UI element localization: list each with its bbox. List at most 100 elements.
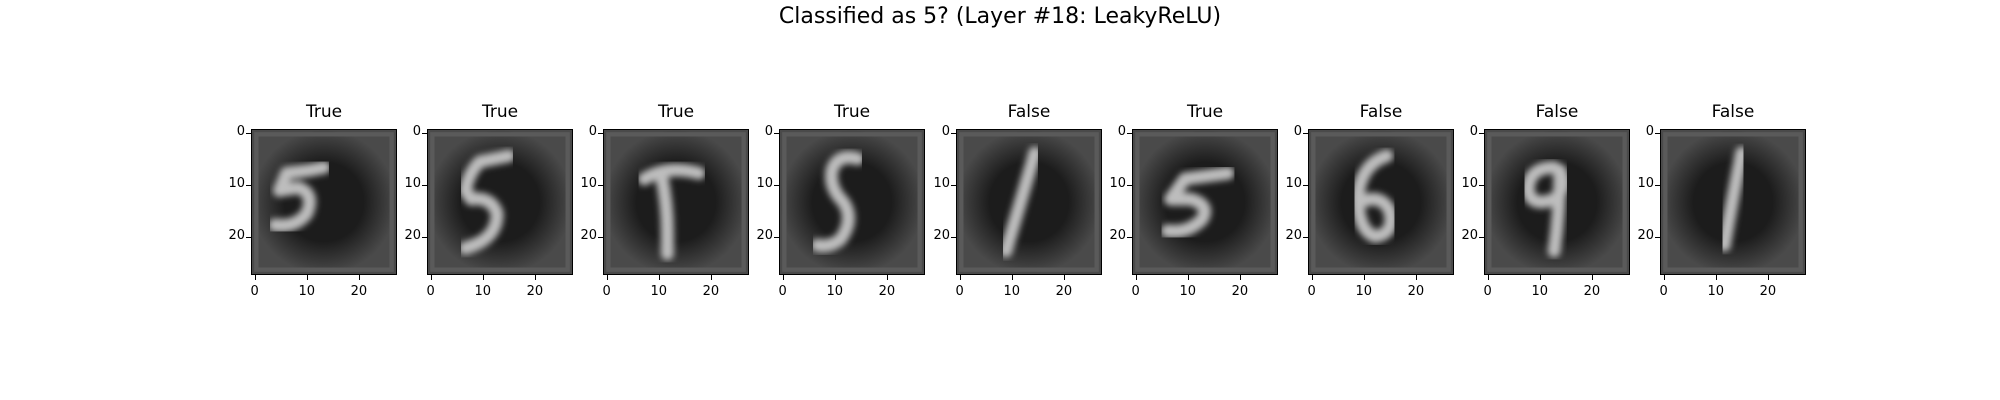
image-panel: True 0 10 20 0 10 20 xyxy=(570,102,770,302)
image-axes xyxy=(779,129,925,275)
x-tick-mark xyxy=(1311,275,1313,280)
y-tick-mark xyxy=(1655,184,1660,186)
x-tick-label: 20 xyxy=(1055,284,1073,299)
x-tick-mark xyxy=(1063,275,1065,280)
x-tick-mark xyxy=(306,275,308,280)
x-tick-label: 20 xyxy=(1407,284,1425,299)
y-tick-mark xyxy=(1127,184,1132,186)
y-tick-label: 0 xyxy=(236,123,245,139)
y-tick-mark xyxy=(1127,236,1132,238)
image-border-glow xyxy=(430,132,570,272)
y-tick-mark xyxy=(1655,236,1660,238)
x-tick-label: 20 xyxy=(1759,284,1777,299)
y-tick-label: 0 xyxy=(1293,123,1302,139)
x-tick-mark xyxy=(1363,275,1365,280)
digit-image xyxy=(252,130,396,274)
digit-image xyxy=(957,130,1101,274)
x-tick-label: 20 xyxy=(526,284,544,299)
y-tick-label: 10 xyxy=(933,175,950,191)
x-tick-label: 10 xyxy=(474,284,492,299)
x-tick-label: 0 xyxy=(426,284,435,299)
x-tick-label: 10 xyxy=(1355,284,1373,299)
y-tick-label: 20 xyxy=(228,227,245,243)
y-tick-label: 20 xyxy=(1461,227,1478,243)
x-tick-label: 0 xyxy=(250,284,259,299)
image-border-glow xyxy=(1311,132,1451,272)
y-tick-mark xyxy=(246,236,251,238)
x-tick-mark xyxy=(782,275,784,280)
panel-title: False xyxy=(1359,102,1403,122)
image-background xyxy=(604,130,748,274)
y-tick-mark xyxy=(598,184,603,186)
image-border-glow xyxy=(1135,132,1275,272)
y-tick-mark xyxy=(598,132,603,134)
y-tick-label: 10 xyxy=(1461,175,1478,191)
image-axes xyxy=(427,129,573,275)
digit-image xyxy=(1661,130,1805,274)
x-tick-mark xyxy=(1591,275,1593,280)
panel-title: False xyxy=(1535,102,1579,122)
image-axes xyxy=(1308,129,1454,275)
x-tick-label: 0 xyxy=(602,284,611,299)
y-tick-mark xyxy=(774,236,779,238)
y-tick-label: 0 xyxy=(764,123,773,139)
image-border-glow xyxy=(959,132,1099,272)
x-tick-mark xyxy=(1487,275,1489,280)
y-tick-label: 20 xyxy=(756,227,773,243)
x-tick-mark xyxy=(1187,275,1189,280)
y-tick-mark xyxy=(422,236,427,238)
x-tick-label: 10 xyxy=(826,284,844,299)
digit-image xyxy=(780,130,924,274)
x-tick-mark xyxy=(430,275,432,280)
x-tick-mark xyxy=(1011,275,1013,280)
x-tick-mark xyxy=(606,275,608,280)
y-tick-label: 20 xyxy=(580,227,597,243)
y-tick-mark xyxy=(951,184,956,186)
x-tick-label: 10 xyxy=(1531,284,1549,299)
y-tick-mark xyxy=(1479,184,1484,186)
y-tick-label: 0 xyxy=(1645,123,1654,139)
x-tick-mark xyxy=(710,275,712,280)
image-panel: False 0 10 20 0 10 20 xyxy=(1627,102,1827,302)
y-tick-label: 0 xyxy=(412,123,421,139)
digit-stroke xyxy=(268,160,331,232)
y-tick-label: 10 xyxy=(756,175,773,191)
digit-image xyxy=(604,130,748,274)
image-panel: False 0 10 20 0 10 20 xyxy=(1275,102,1475,302)
image-panel: True 0 10 20 0 10 20 xyxy=(746,102,946,302)
y-tick-mark xyxy=(774,132,779,134)
y-tick-label: 20 xyxy=(1637,227,1654,243)
x-tick-mark xyxy=(482,275,484,280)
y-tick-mark xyxy=(1479,132,1484,134)
y-tick-mark xyxy=(1303,236,1308,238)
y-tick-mark xyxy=(951,132,956,134)
digit-stroke xyxy=(637,163,706,261)
panel-title: False xyxy=(1007,102,1051,122)
digit-stroke xyxy=(810,150,865,253)
digit-stroke xyxy=(1351,149,1398,244)
x-tick-label: 20 xyxy=(878,284,896,299)
x-tick-label: 0 xyxy=(955,284,964,299)
image-border-glow xyxy=(606,132,746,272)
y-tick-mark xyxy=(1127,132,1132,134)
y-tick-mark xyxy=(598,236,603,238)
x-tick-mark xyxy=(834,275,836,280)
image-axes xyxy=(1132,129,1278,275)
y-tick-label: 0 xyxy=(588,123,597,139)
digit-stroke xyxy=(458,149,516,255)
x-tick-label: 0 xyxy=(1659,284,1668,299)
y-tick-label: 0 xyxy=(1117,123,1126,139)
image-panel: True 0 10 20 0 10 20 xyxy=(394,102,594,302)
panel-title: True xyxy=(481,102,519,122)
y-tick-label: 0 xyxy=(941,123,950,139)
image-panel: True 0 10 20 0 10 20 xyxy=(218,102,418,302)
x-tick-label: 0 xyxy=(1483,284,1492,299)
image-axes xyxy=(251,129,397,275)
y-tick-label: 10 xyxy=(580,175,597,191)
x-tick-label: 0 xyxy=(1307,284,1316,299)
image-border-glow xyxy=(1663,132,1803,272)
x-tick-mark xyxy=(254,275,256,280)
x-tick-label: 10 xyxy=(1003,284,1021,299)
panel-title: True xyxy=(1186,102,1224,122)
